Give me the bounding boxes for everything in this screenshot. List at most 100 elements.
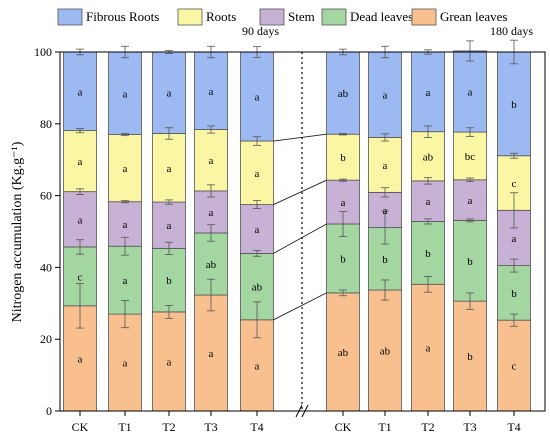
legend-label: Fibrous Roots [86,9,159,24]
axis-break-mark [295,404,303,418]
legend-swatch [321,8,347,26]
legend-label: Roots [206,9,236,24]
bar-segment [194,51,228,130]
significance-letter: b [166,275,172,287]
bar-segment [194,294,228,412]
significance-letter: a [78,86,83,98]
group-labels: 90 days 180 days [242,24,533,38]
error-bars [76,39,518,339]
bar-segment [453,219,487,302]
axes: 0 20 40 60 80 100 CK T1 T2 T3 T4 CK T1 T2 T3 T4 [34,45,546,434]
significance-letter: a [167,356,172,368]
legend-label: Dead leaves [350,9,413,24]
significance-letter: a [383,205,388,217]
bar-segment [497,265,531,321]
x-tick-label: T2 [421,420,434,434]
significance-letter: a [426,87,431,99]
significance-letters: acaaaaaaaaabaaaaabaaaaabaaaabbabababbaaa… [78,86,518,373]
significance-letter: a [468,195,473,207]
significance-letter: a [167,163,172,175]
legend: Fibrous Roots Roots Stem Dead leaves Grean l… [57,8,508,26]
significance-letter: ab [252,282,263,294]
connector-line [273,223,327,254]
x-tick-label: CK [335,420,352,434]
significance-letter: a [209,155,214,167]
significance-letter: b [467,256,473,268]
significance-letter: b [467,351,473,363]
y-tick-label: 20 [40,332,52,346]
bar-segment [194,129,228,192]
significance-letter: a [255,224,260,236]
significance-letter: a [209,348,214,360]
bar-segment [453,50,487,133]
bar-segment [497,51,531,157]
significance-letter: a [383,160,388,172]
connector-line [273,292,327,321]
significance-letter: a [78,156,83,168]
significance-letter: a [167,220,172,232]
axis-break-mark [301,404,309,418]
significance-letter: b [340,253,346,265]
significance-letter: c [512,361,517,373]
legend-swatch [177,8,203,26]
significance-letter: ab [338,88,349,100]
bar-segment [326,133,360,181]
bar-segment [326,51,360,135]
significance-letter: b [511,288,517,300]
significance-letter: b [511,99,517,111]
significance-letter: ab [338,347,349,359]
legend-swatch [57,8,83,26]
y-tick-label: 0 [46,404,52,418]
x-tick-label: T3 [204,420,217,434]
y-tick-label: 40 [40,260,52,274]
bar-segment [240,204,274,254]
significance-letter: a [167,88,172,100]
significance-letter: ab [380,346,391,358]
x-tick-label: T1 [378,420,391,434]
significance-letter: ab [206,259,217,271]
bar-segment [326,292,360,412]
connector-line [273,133,327,142]
significance-letter: a [512,233,517,245]
significance-letter: a [123,163,128,175]
significance-letter: a [123,219,128,231]
significance-letter: a [468,86,473,98]
significance-letter: a [383,90,388,102]
legend-label: Grean leaves [440,9,508,24]
group-label-90: 90 days [242,24,279,38]
significance-letter: a [341,197,346,209]
bar-segment [152,247,186,313]
legend-swatch [259,8,285,26]
bars [63,50,531,412]
significance-letter: bc [465,151,476,163]
bar-segment [63,130,97,193]
significance-letter: c [512,178,517,190]
legend-label: Stem [288,9,315,24]
significance-letter: b [340,152,346,164]
significance-letter: c [78,271,83,283]
significance-letter: a [255,168,260,180]
significance-letter: a [255,92,260,104]
x-tick-label: T1 [118,420,131,434]
significance-letter: a [123,88,128,100]
bar-segment [240,51,274,142]
significance-letter: a [78,214,83,226]
connector-line [273,179,327,205]
bar-segment [411,283,445,412]
x-tick-label: T4 [250,420,263,434]
significance-letter: a [123,358,128,370]
y-tick-label: 100 [34,45,52,59]
connector-lines [273,133,327,321]
significance-letter: ab [423,151,434,163]
bar-segment [108,51,142,135]
significance-letter: a [123,275,128,287]
significance-letter: a [426,343,431,355]
x-tick-label: CK [72,420,89,434]
bar-segment [411,51,445,133]
significance-letter: a [209,207,214,219]
x-tick-label: T3 [463,420,476,434]
bar-segment [240,140,274,205]
bar-segment [108,313,142,412]
significance-letter: a [255,360,260,372]
y-tick-label: 60 [40,189,52,203]
